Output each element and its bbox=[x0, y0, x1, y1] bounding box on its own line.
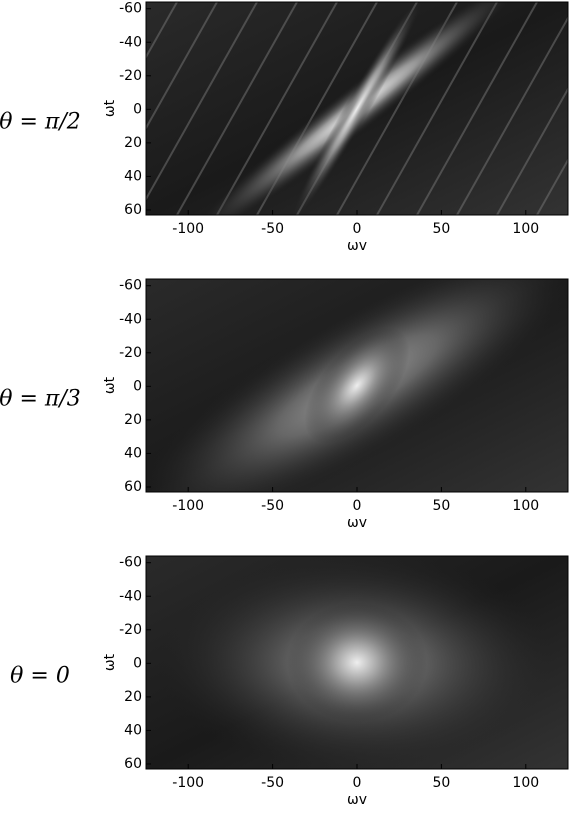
y-tick-label: 20 bbox=[124, 412, 142, 428]
row-label: θ = 0 bbox=[10, 664, 70, 689]
x-tick-label: -100 bbox=[172, 221, 204, 237]
x-tick-label: -100 bbox=[172, 498, 204, 514]
row-label: θ = π/3 bbox=[0, 387, 81, 412]
spectral-line bbox=[176, 2, 298, 215]
y-tick-label: -20 bbox=[119, 345, 142, 361]
glow bbox=[304, 327, 410, 444]
x-tick-label: 50 bbox=[432, 221, 450, 237]
y-tick-label: 0 bbox=[133, 101, 142, 117]
heatmap-image bbox=[146, 556, 568, 769]
spectral-line bbox=[496, 86, 568, 215]
heatmap-image bbox=[146, 2, 568, 215]
spectral-line bbox=[146, 2, 218, 131]
spectral-line bbox=[456, 15, 568, 215]
x-tick-label: 50 bbox=[432, 498, 450, 514]
y-tick-label: -60 bbox=[119, 555, 142, 571]
y-tick-label: -60 bbox=[119, 278, 142, 294]
spectral-line bbox=[146, 2, 178, 60]
x-tick-label: -100 bbox=[172, 775, 204, 791]
y-tick-label: 40 bbox=[124, 168, 142, 184]
glow bbox=[291, 2, 423, 215]
y-tick-label: -40 bbox=[119, 34, 142, 50]
x-tick-label: 0 bbox=[353, 221, 362, 237]
y-tick-label: -20 bbox=[119, 68, 142, 84]
y-tick-label: 40 bbox=[124, 722, 142, 738]
x-tick-label: 100 bbox=[512, 775, 539, 791]
y-tick-label: 0 bbox=[133, 378, 142, 394]
x-tick-label: 0 bbox=[353, 498, 362, 514]
y-axis-label: ωt bbox=[102, 376, 118, 394]
y-tick-label: 40 bbox=[124, 445, 142, 461]
glow bbox=[287, 602, 427, 723]
y-tick-label: 20 bbox=[124, 689, 142, 705]
y-tick-label: -20 bbox=[119, 622, 142, 638]
x-axis-label: ωv bbox=[347, 515, 367, 531]
x-tick-label: 50 bbox=[432, 775, 450, 791]
spectral-line bbox=[416, 2, 538, 215]
x-axis-label: ωv bbox=[347, 792, 367, 808]
x-axis-label: ωv bbox=[347, 238, 367, 254]
heatmap-image bbox=[146, 279, 568, 492]
spectral-line bbox=[376, 2, 498, 215]
x-tick-label: -50 bbox=[261, 498, 284, 514]
y-tick-label: -60 bbox=[119, 1, 142, 17]
x-tick-label: 100 bbox=[512, 221, 539, 237]
y-tick-label: 60 bbox=[124, 756, 142, 772]
y-tick-label: 20 bbox=[124, 135, 142, 151]
x-tick-label: -50 bbox=[261, 775, 284, 791]
y-tick-label: -40 bbox=[119, 588, 142, 604]
y-tick-label: 60 bbox=[124, 479, 142, 495]
y-axis-label: ωt bbox=[102, 99, 118, 117]
x-tick-label: 0 bbox=[353, 775, 362, 791]
spectral-line bbox=[216, 2, 338, 215]
x-tick-label: -50 bbox=[261, 221, 284, 237]
spectral-line bbox=[536, 157, 568, 215]
y-axis-label: ωt bbox=[102, 653, 118, 671]
y-tick-label: -40 bbox=[119, 311, 142, 327]
spectral-line bbox=[146, 2, 258, 202]
y-tick-label: 0 bbox=[133, 655, 142, 671]
y-tick-label: 60 bbox=[124, 202, 142, 218]
row-label: θ = π/2 bbox=[0, 110, 81, 135]
x-tick-label: 100 bbox=[512, 498, 539, 514]
